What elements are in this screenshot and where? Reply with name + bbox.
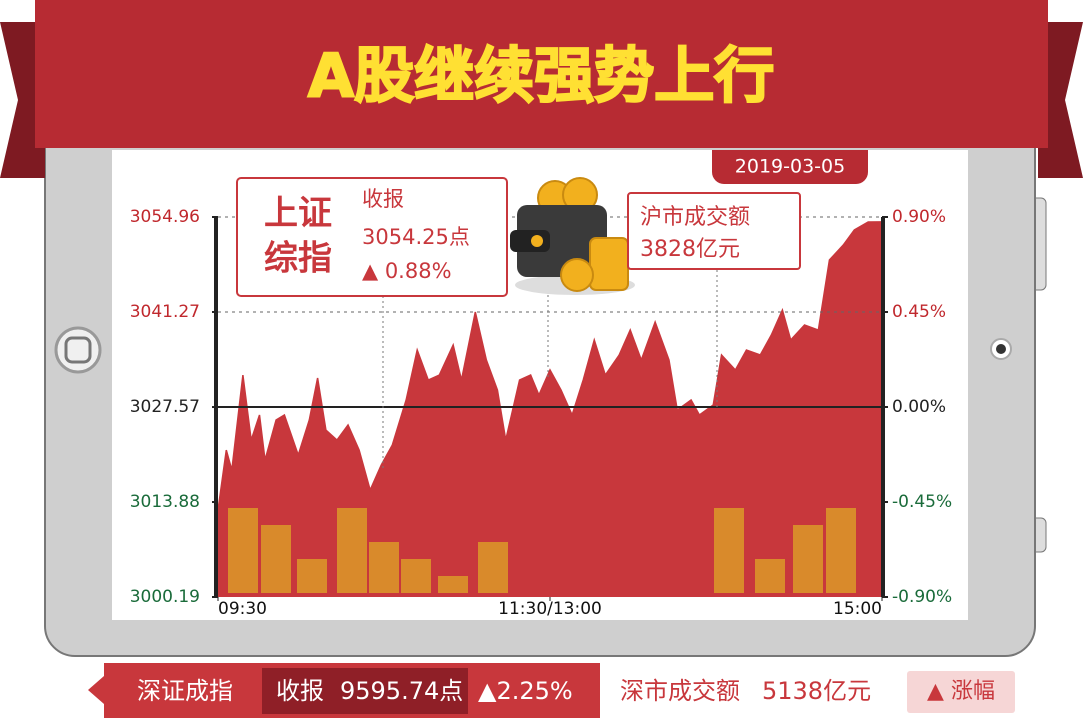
area-fill (218, 221, 882, 597)
y-tick-label: 3041.27 (130, 302, 200, 322)
home-button (54, 326, 102, 374)
sz-change: ▲2.25% (478, 677, 573, 705)
sh-volume-label: 沪市成交额 (640, 205, 750, 230)
y-tick-label: 3013.88 (130, 492, 200, 512)
sh-change: ▲ 0.88% (362, 259, 452, 283)
sh-panel (236, 177, 508, 297)
date-tab (712, 150, 868, 184)
banner-fold (1038, 22, 1083, 178)
sz-close-box (262, 668, 468, 714)
y2-tick-label: 0.45% (892, 302, 946, 322)
home-icon (64, 336, 92, 364)
sh-close: 3054.25点 (362, 225, 470, 249)
sz-volume: 5138亿元 (762, 677, 871, 705)
sh-name: 综指 (264, 239, 332, 279)
y2-tick-label: 0.00% (892, 397, 946, 417)
wallet-icon (510, 177, 635, 295)
sz-name: 深证成指 (137, 677, 233, 705)
y2-tick-label: 0.90% (892, 207, 946, 227)
change-button[interactable] (907, 671, 1015, 713)
y-tick-label: 3027.57 (130, 397, 200, 417)
title: A股继续强势上行 (308, 42, 774, 112)
sh-volume-panel (627, 192, 801, 270)
x-tick-label: 09:30 (218, 599, 267, 619)
area-line (217, 221, 883, 511)
change-button-label[interactable]: ▲ 涨幅 (927, 679, 995, 704)
y-tick-label: 3054.96 (130, 207, 200, 227)
sh-name: 上证 (264, 194, 332, 234)
y2-tick-label: -0.45% (892, 492, 952, 512)
sz-volume-label: 深市成交额 (620, 677, 740, 705)
sh-volume: 3828亿元 (640, 237, 740, 262)
sz-close: 9595.74点 (340, 677, 463, 705)
y-tick-label: 3000.19 (130, 587, 200, 607)
sz-close-label: 收报 (276, 677, 324, 705)
x-tick-label: 15:00 (833, 599, 882, 619)
y2-tick-label: -0.90% (892, 587, 952, 607)
volume-bars (228, 508, 856, 593)
banner (35, 0, 1048, 148)
x-tick-label: 11:30/13:00 (498, 599, 602, 619)
banner-fold (0, 22, 45, 178)
sh-close-label: 收报 (362, 187, 404, 211)
camera-lens (996, 344, 1006, 354)
date: 2019-03-05 (735, 156, 845, 178)
